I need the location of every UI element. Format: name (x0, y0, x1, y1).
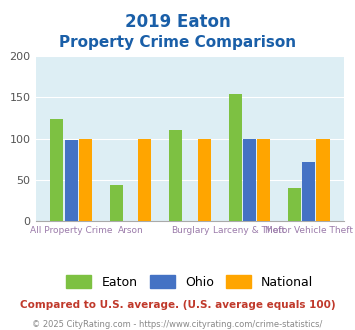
Bar (288, 188, 301, 221)
Bar (110, 185, 123, 221)
Bar (302, 162, 315, 221)
Bar (198, 139, 211, 221)
Legend: Eaton, Ohio, National: Eaton, Ohio, National (61, 270, 318, 294)
Text: © 2025 CityRating.com - https://www.cityrating.com/crime-statistics/: © 2025 CityRating.com - https://www.city… (32, 320, 323, 329)
Bar (257, 139, 270, 221)
Bar (138, 139, 151, 221)
Bar (316, 139, 329, 221)
Bar (229, 94, 242, 221)
Text: Compared to U.S. average. (U.S. average equals 100): Compared to U.S. average. (U.S. average … (20, 300, 335, 310)
Bar (243, 139, 256, 221)
Text: 2019 Eaton: 2019 Eaton (125, 13, 230, 31)
Bar (79, 139, 92, 221)
Bar (50, 119, 64, 221)
Bar (169, 130, 182, 221)
Bar (65, 140, 78, 221)
Text: Property Crime Comparison: Property Crime Comparison (59, 35, 296, 50)
